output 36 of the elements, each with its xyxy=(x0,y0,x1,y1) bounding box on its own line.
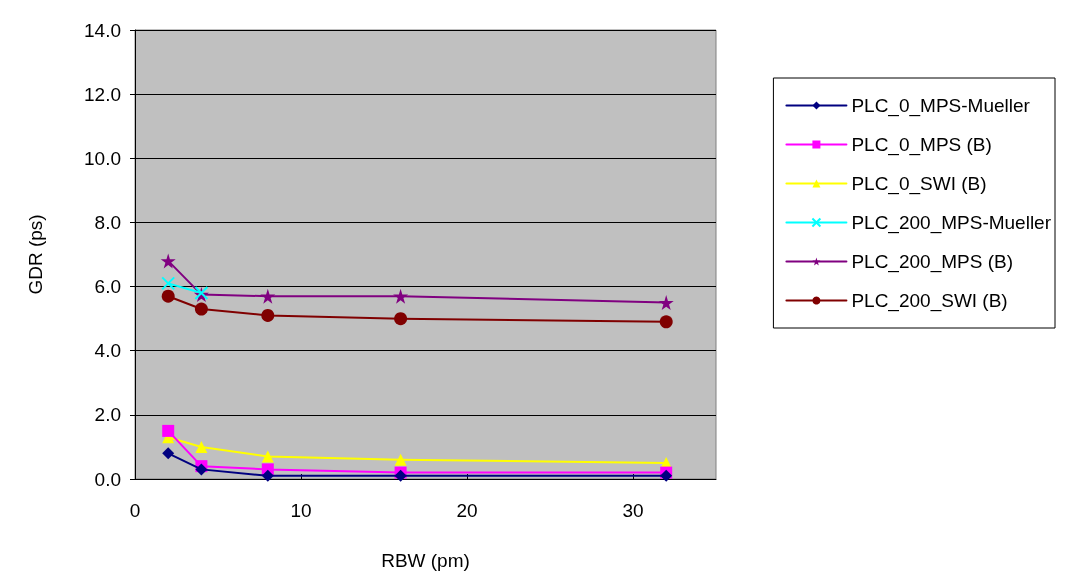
point xyxy=(162,424,175,437)
point xyxy=(161,289,175,303)
point xyxy=(160,253,176,269)
legend-label: PLC_200_MPS (B) xyxy=(851,251,1013,273)
x-tick-label: 0 xyxy=(129,500,141,521)
point xyxy=(394,453,407,466)
y-tick-label: 2.0 xyxy=(94,404,121,426)
y-tick-label: 12.0 xyxy=(84,83,121,105)
point xyxy=(162,447,175,460)
legend-label: PLC_0_MPS-Mueller xyxy=(851,95,1031,117)
y-tick-label: 0.0 xyxy=(94,468,121,490)
point xyxy=(394,312,408,326)
point xyxy=(260,288,276,304)
y-tick-label: 6.0 xyxy=(94,276,121,298)
legend-label: PLC_0_MPS (B) xyxy=(851,134,992,156)
y-tick-label: 4.0 xyxy=(94,340,121,362)
legend-label: PLC_200_SWI (B) xyxy=(851,290,1008,312)
point xyxy=(195,440,208,453)
point xyxy=(393,288,409,304)
point xyxy=(261,469,274,482)
point xyxy=(261,308,275,322)
point xyxy=(659,315,673,329)
point xyxy=(261,450,274,463)
x-tick-label: 30 xyxy=(622,500,644,521)
y-axis-title: GDR (ps) xyxy=(25,214,46,295)
point xyxy=(194,302,208,316)
x-tick-label: 20 xyxy=(456,500,478,521)
x-tick-label: 10 xyxy=(290,500,312,521)
point xyxy=(161,276,176,291)
legend-label: PLC_200_MPS-Mueller xyxy=(851,212,1052,234)
y-tick-label: 8.0 xyxy=(94,211,121,233)
y-tick-label: 10.0 xyxy=(84,147,121,169)
point xyxy=(658,295,674,311)
y-tick-label: 14.0 xyxy=(84,19,121,41)
legend-label: PLC_0_SWI (B) xyxy=(851,173,987,195)
x-axis-title: RBW (pm) xyxy=(381,550,470,571)
